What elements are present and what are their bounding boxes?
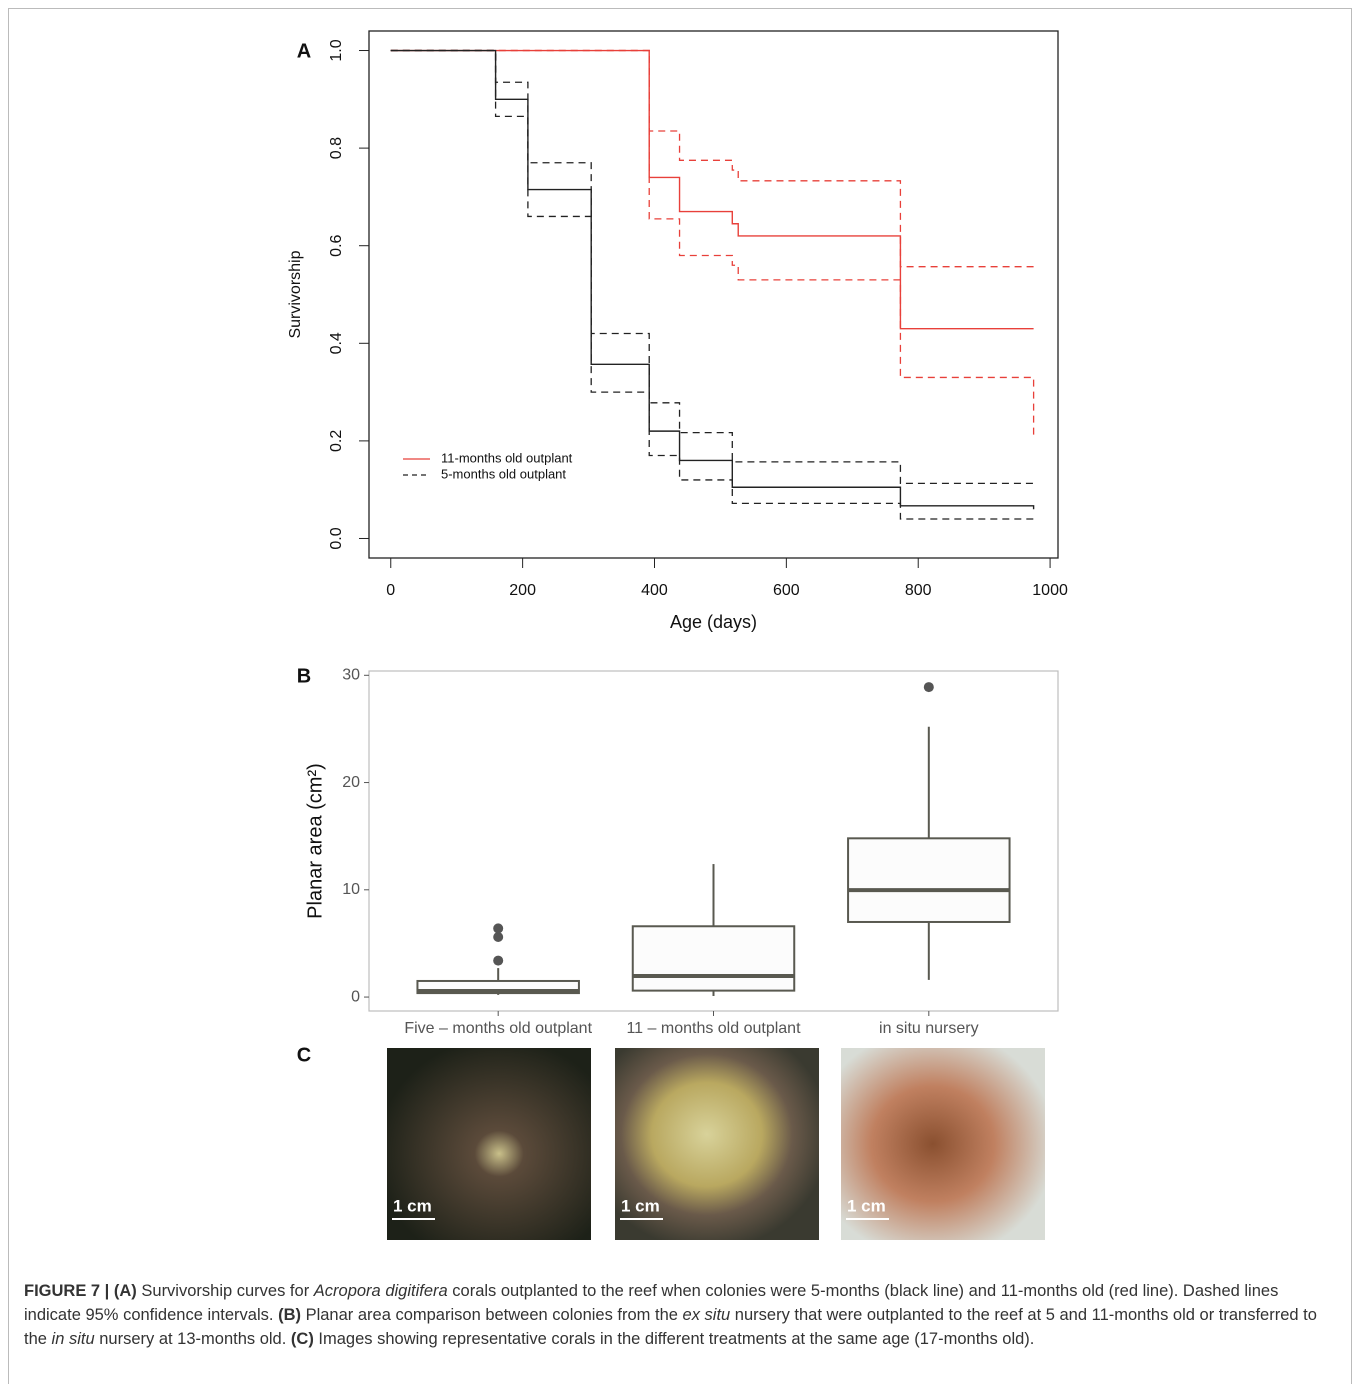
caption-run: corals outplanted to the reef when colon… — [24, 1282, 1279, 1324]
caption-run: Planar area comparison between colonies … — [300, 1306, 683, 1324]
panel-label: C — [297, 1044, 311, 1066]
y-axis-label: Planar area (cm²) — [304, 763, 326, 919]
outlier — [493, 923, 504, 934]
outlier — [923, 682, 934, 693]
y-tick-label: 0.8 — [328, 137, 345, 159]
outlier — [493, 955, 504, 966]
y-tick-label: 0 — [351, 988, 360, 1005]
caption-run: (C) — [290, 1330, 314, 1348]
caption: FIGURE 7 | (A) Survivorship curves for A… — [24, 1279, 1324, 1351]
y-tick-label: 10 — [342, 881, 360, 898]
y-tick-label: 0.2 — [328, 430, 345, 452]
x-tick-label: 600 — [773, 582, 800, 599]
scale-label: 1 cm — [393, 1196, 432, 1215]
x-axis-label: Age (days) — [670, 612, 757, 632]
plot-frame — [368, 30, 1059, 559]
caption-run: ex situ — [682, 1306, 731, 1324]
x-tick-label: 400 — [641, 582, 668, 599]
caption-run: Images showing representative corals in … — [313, 1330, 1035, 1348]
coral-photo — [841, 1048, 1045, 1240]
outlier — [493, 931, 504, 942]
legend-label: 11-months old outplant — [441, 450, 573, 465]
x-tick-label: 200 — [509, 582, 536, 599]
x-tick-label: 1000 — [1032, 582, 1068, 599]
confidence-band-lower — [390, 49, 1035, 437]
confidence-band-upper — [390, 49, 1034, 268]
caption-run: Acropora digitifera — [313, 1282, 448, 1300]
y-tick-label: 0.6 — [328, 234, 345, 256]
x-tick-label: Five – months old outplant — [404, 1020, 592, 1037]
caption-run: in situ — [51, 1330, 95, 1348]
x-tick-label: in situ nursery — [879, 1020, 979, 1037]
confidence-band-lower — [390, 49, 1034, 520]
figure: A0 200 400 600 800 10000.00.20.40.60.81.0Age … — [287, 30, 1068, 1240]
box — [631, 925, 796, 992]
coral-photo — [615, 1048, 819, 1240]
x-tick-label: 11 – months old outplant — [626, 1020, 801, 1037]
panel-label: A — [297, 40, 311, 62]
legend-label: 5-months old outplant — [441, 466, 566, 481]
caption-run: (B) — [278, 1306, 301, 1324]
scale-label: 1 cm — [847, 1196, 886, 1215]
y-tick-label: 0.4 — [328, 332, 345, 354]
y-tick-label: 0.0 — [328, 527, 345, 549]
caption-run: nursery at 13-months old. — [94, 1330, 291, 1348]
y-tick-label: 30 — [342, 667, 360, 684]
y-axis-label: Survivorship — [287, 250, 304, 338]
box — [847, 837, 1011, 923]
x-tick-label: 0 — [386, 582, 395, 599]
caption-run: FIGURE 7 | (A) — [24, 1282, 137, 1300]
survival-curve — [390, 49, 1034, 330]
x-tick-label: 800 — [905, 582, 932, 599]
scale-label: 1 cm — [621, 1196, 660, 1215]
panel-label: B — [297, 665, 311, 687]
survival-curve — [390, 49, 1035, 510]
caption-run: nursery that were outplanted to the reef… — [24, 1306, 1317, 1348]
y-tick-label: 1.0 — [328, 39, 345, 61]
coral-photo — [387, 1048, 591, 1240]
figure-frame — [8, 8, 1352, 1384]
caption-run: Survivorship curves for — [136, 1282, 314, 1300]
y-tick-label: 20 — [342, 774, 360, 791]
